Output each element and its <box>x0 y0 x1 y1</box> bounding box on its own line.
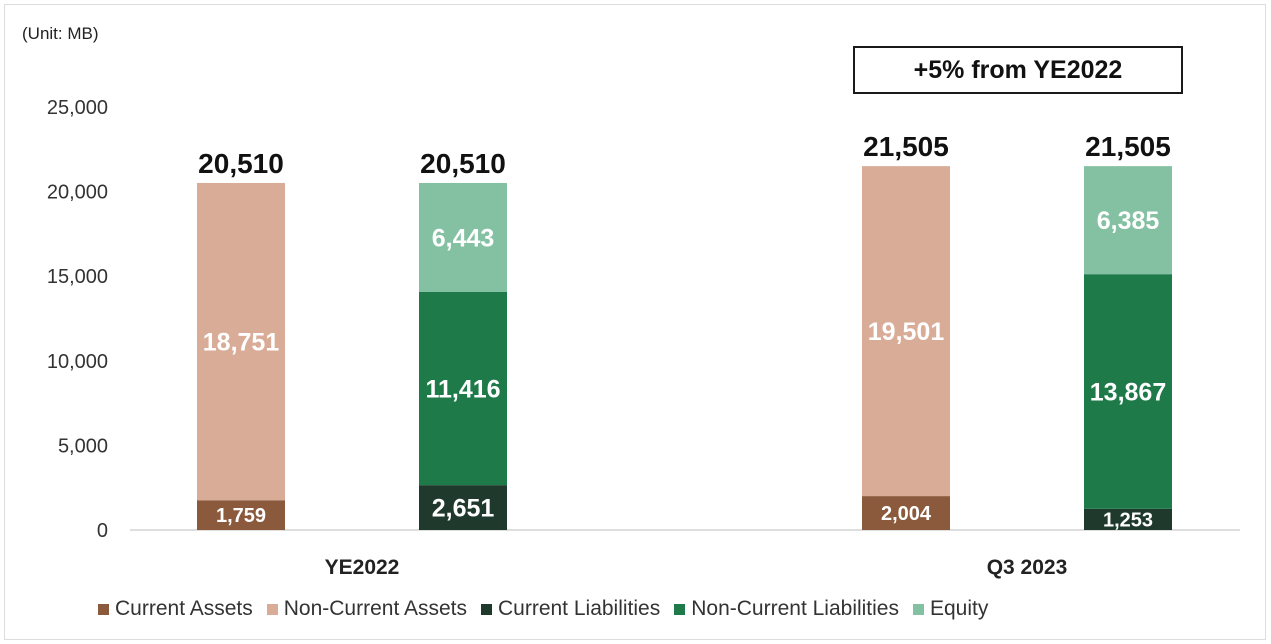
legend-swatch <box>674 603 686 615</box>
bar-segment <box>862 496 950 530</box>
y-tick-label: 10,000 <box>47 351 108 373</box>
legend-swatch <box>266 603 278 615</box>
bar-segment <box>862 166 950 497</box>
legend-item: Current Liabilities <box>480 597 661 621</box>
data-label: 18,751 <box>203 329 280 357</box>
data-label: 1,759 <box>216 505 266 527</box>
category-label: YE2022 <box>325 556 400 579</box>
data-label: 13,867 <box>1090 378 1166 406</box>
legend-label: Current Liabilities <box>497 597 661 620</box>
total-label: 21,505 <box>863 131 949 162</box>
data-label: 1,253 <box>1103 509 1153 531</box>
data-label: 6,443 <box>432 224 495 252</box>
total-label: 20,510 <box>420 148 506 179</box>
bar-segment <box>419 485 507 530</box>
bar-segment <box>197 182 285 501</box>
chart-frame <box>4 4 1266 640</box>
legend-label: Equity <box>930 597 989 620</box>
data-label: 19,501 <box>868 318 945 346</box>
growth-callout: +5% from YE2022 <box>853 46 1183 94</box>
data-label: 6,385 <box>1097 207 1160 235</box>
data-label: 11,416 <box>425 376 500 404</box>
legend-item: Non-Current Liabilities <box>674 597 899 621</box>
bar-segment <box>419 291 507 486</box>
y-tick-label: 15,000 <box>47 266 108 288</box>
legend-item: Non-Current Assets <box>266 597 467 621</box>
legend-item: Equity <box>913 597 988 621</box>
bar-segment <box>419 182 507 292</box>
category-label: Q3 2023 <box>987 556 1068 579</box>
bar-segment <box>1084 274 1172 509</box>
total-label: 21,505 <box>1085 131 1171 162</box>
balance-sheet-chart: 0 5,000 10,000 15,000 20,000 25,000 1,759 18,75… <box>47 97 1240 579</box>
legend-swatch <box>913 603 924 615</box>
legend-item: Current Assets <box>98 597 253 621</box>
legend-label: Non-Current Assets <box>283 597 467 620</box>
data-label: 2,651 <box>432 495 495 523</box>
data-label: 2,004 <box>881 503 932 525</box>
legend-label: Current Assets <box>115 597 253 620</box>
legend-swatch <box>480 603 492 615</box>
unit-label: (Unit: MB) <box>22 24 99 43</box>
y-tick-label: 20,000 <box>47 182 108 204</box>
bar-segment <box>1084 166 1172 275</box>
total-label: 20,510 <box>198 148 284 179</box>
chart-legend: Current Assets Non-Current Assets Current … <box>98 597 988 621</box>
bar-segment <box>197 500 285 530</box>
legend-swatch <box>98 603 109 615</box>
legend-label: Non-Current Liabilities <box>691 597 899 620</box>
y-tick-label: 25,000 <box>47 97 108 119</box>
y-tick-label: 5,000 <box>58 435 108 457</box>
bar-segment <box>1084 508 1172 530</box>
y-tick-label: 0 <box>97 520 108 542</box>
